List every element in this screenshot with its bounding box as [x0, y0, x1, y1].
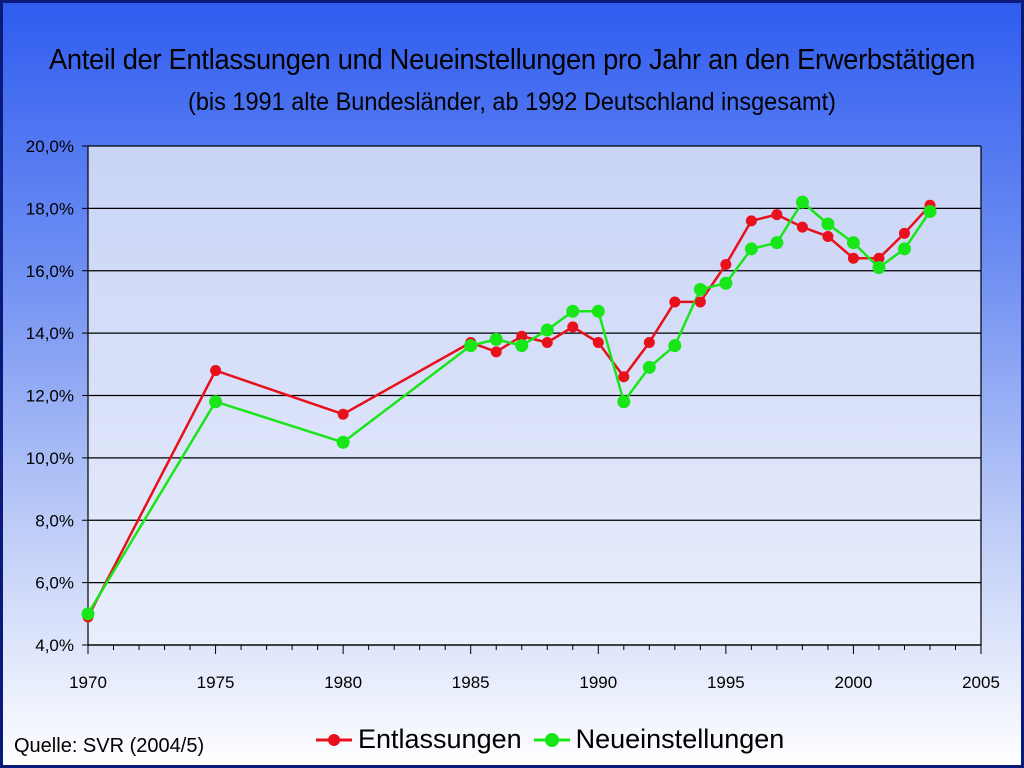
x-tick-label: 2000: [835, 673, 873, 692]
x-tick-label: 1990: [579, 673, 617, 692]
data-point-entlassungen: [822, 230, 834, 242]
data-point-neueinstellungen: [540, 323, 554, 337]
legend-item-neueinstellungen: Neueinstellungen: [533, 724, 785, 755]
data-point-entlassungen: [567, 321, 579, 333]
chart-title: Anteil der Entlassungen und Neueinstellu…: [48, 44, 975, 76]
chart-subtitle: (bis 1991 alte Bundesländer, ab 1992 Deu…: [188, 88, 836, 116]
x-tick-label: 1975: [197, 673, 235, 692]
data-point-neueinstellungen: [489, 332, 503, 346]
axes: 4,0% 6,0% 8,0% 10,0% 12,0% 14,0% 16,0% 18,0% 20,…: [26, 137, 1000, 692]
data-point-entlassungen: [898, 227, 910, 239]
legend: Entlassungen Neueinstellungen: [316, 724, 796, 755]
data-point-neueinstellungen: [846, 236, 860, 250]
data-point-neueinstellungen: [668, 339, 682, 353]
data-point-entlassungen: [643, 336, 655, 348]
series-line-neueinstellungen: [86, 200, 932, 615]
data-point-neueinstellungen: [617, 395, 631, 409]
data-point-neueinstellungen: [719, 276, 733, 290]
data-point-entlassungen: [669, 296, 681, 308]
data-point-entlassungen: [771, 209, 783, 221]
data-point-neueinstellungen: [566, 304, 580, 318]
y-tick-label: 10,0%: [26, 449, 74, 468]
data-point-entlassungen: [873, 252, 885, 264]
y-tick-label: 18,0%: [26, 199, 74, 218]
series-group: [81, 195, 937, 623]
legend-swatch-entlassungen: [316, 733, 352, 746]
legend-label-entlassungen: Entlassungen: [358, 724, 522, 754]
data-point-entlassungen: [210, 365, 222, 377]
x-tick-label: 2005: [962, 673, 1000, 692]
source-note: Quelle: SVR (2004/5): [14, 735, 205, 757]
data-point-neueinstellungen: [336, 435, 350, 449]
y-tick-label: 14,0%: [26, 324, 74, 343]
data-point-entlassungen: [745, 215, 757, 227]
y-tick-label: 8,0%: [35, 511, 74, 530]
legend-item-entlassungen: Entlassungen: [316, 724, 522, 755]
data-point-entlassungen: [592, 336, 604, 348]
data-point-neueinstellungen: [693, 282, 707, 296]
data-point-neueinstellungen: [209, 395, 223, 409]
data-point-entlassungen: [516, 330, 528, 342]
data-point-entlassungen: [694, 296, 706, 308]
data-point-neueinstellungen: [795, 195, 809, 209]
data-point-neueinstellungen: [923, 204, 937, 218]
x-tick-label: 1995: [707, 673, 745, 692]
data-point-entlassungen: [541, 336, 553, 348]
data-point-neueinstellungen: [770, 236, 784, 250]
data-point-neueinstellungen: [821, 217, 835, 231]
y-tick-label: 12,0%: [26, 387, 74, 406]
y-tick-label: 20,0%: [26, 137, 74, 156]
x-tick-label: 1970: [69, 673, 107, 692]
y-tick-label: 6,0%: [35, 574, 74, 593]
data-point-entlassungen: [796, 221, 808, 233]
data-point-entlassungen: [618, 371, 630, 383]
legend-swatch-neueinstellungen: [533, 732, 570, 747]
data-point-neueinstellungen: [872, 261, 886, 275]
data-point-entlassungen: [847, 252, 859, 264]
data-point-neueinstellungen: [515, 339, 529, 353]
y-tick-label: 16,0%: [26, 262, 74, 281]
data-point-entlassungen: [337, 408, 349, 420]
data-point-entlassungen: [490, 346, 502, 358]
data-point-entlassungen: [720, 259, 732, 271]
x-tick-label: 1985: [452, 673, 490, 692]
y-tick-label: 4,0%: [35, 636, 74, 655]
data-point-neueinstellungen: [464, 339, 478, 353]
data-point-neueinstellungen: [591, 304, 605, 318]
series-line-entlassungen: [86, 204, 931, 618]
data-point-neueinstellungen: [81, 607, 95, 621]
x-tick-label: 1980: [324, 673, 362, 692]
data-point-neueinstellungen: [744, 242, 758, 256]
legend-label-neueinstellungen: Neueinstellungen: [575, 724, 785, 754]
data-point-neueinstellungen: [897, 242, 911, 256]
data-point-neueinstellungen: [642, 360, 656, 374]
